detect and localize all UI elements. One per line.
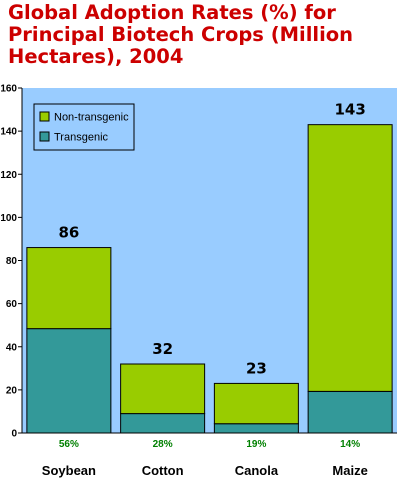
adoption-percent-label: 19% [246,439,266,450]
bar-non-transgenic [307,124,393,392]
category-label: Maize [332,463,367,478]
chart-title-line-3: Hectares), 2004 [8,45,184,68]
bar-total-label: 23 [246,359,267,377]
adoption-percent-label: 28% [153,439,173,450]
y-tick-label: 0 [11,429,17,440]
chart-title-line-1: Global Adoption Rates (%) for [8,1,336,24]
bar-total-label: 32 [152,340,173,358]
bar-transgenic [213,423,299,434]
legend-label-non-transgenic: Non-transgenic [54,112,129,124]
chart-title: Global Adoption Rates (%) for Principal … [8,2,398,68]
category-label: Soybean [42,463,96,478]
category-label: Canola [235,463,279,478]
category-label: Cotton [142,463,184,478]
y-tick-label: 140 [0,127,17,138]
legend-box [33,103,135,151]
bar-transgenic [307,390,393,434]
y-tick-label: 60 [6,299,18,310]
y-tick-label: 100 [0,213,17,224]
chart-title-line-2: Principal Biotech Crops (Million [8,23,354,46]
legend-label-transgenic: Transgenic [54,132,109,144]
bar-non-transgenic [120,363,206,415]
adoption-percent-label: 14% [340,439,360,450]
bar-total-label: 143 [334,101,365,119]
y-tick-label: 120 [0,170,17,181]
legend-swatch-non-transgenic [39,111,50,122]
y-tick-label: 160 [0,84,17,95]
y-tick-label: 80 [6,256,18,267]
bar-non-transgenic [26,247,112,330]
bar-non-transgenic [213,382,299,425]
bar-transgenic [120,413,206,434]
bar-total-label: 86 [58,224,79,242]
y-tick-label: 20 [6,385,18,396]
adoption-percent-label: 56% [59,439,79,450]
bar-transgenic [26,328,112,434]
y-tick-label: 40 [6,342,18,353]
legend-swatch-transgenic [39,131,50,142]
